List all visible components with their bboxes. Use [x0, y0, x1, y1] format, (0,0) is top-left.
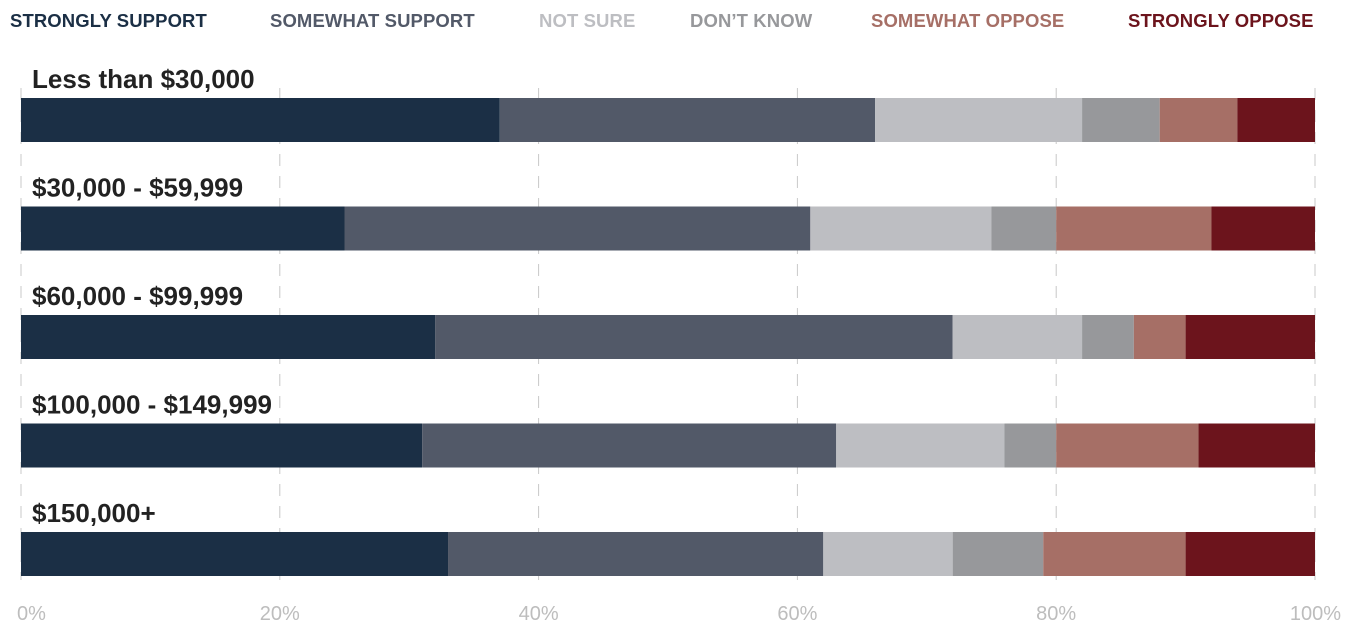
bar-segment-somewhat-support-4 — [448, 532, 824, 576]
x-tick-label: 0% — [17, 603, 46, 621]
bar-segment-strongly-support-4 — [21, 532, 449, 576]
x-tick-label: 20% — [260, 603, 300, 621]
legend-strongly-oppose: STRONGLY OPPOSE — [1128, 10, 1314, 31]
bar-segment-not-sure-2 — [952, 315, 1083, 359]
bar-segment-strongly-oppose-4 — [1185, 532, 1315, 576]
bar-segment-strongly-oppose-0 — [1237, 98, 1315, 142]
bar-segment-somewhat-oppose-1 — [1056, 206, 1212, 251]
bar-segment-strongly-oppose-3 — [1198, 423, 1315, 468]
bar-segment-strongly-support-0 — [21, 98, 500, 142]
bar-segment-somewhat-oppose-2 — [1133, 315, 1186, 359]
chart-legend: STRONGLY SUPPORT SOMEWHAT SUPPORT NOT SU… — [0, 0, 1350, 42]
bar-segment-not-sure-0 — [875, 98, 1083, 142]
x-tick-label: 60% — [777, 603, 817, 621]
bar-segment-strongly-support-2 — [21, 315, 436, 359]
bar-segment-not-sure-4 — [823, 532, 953, 576]
bar-segment-somewhat-support-1 — [344, 206, 811, 251]
legend-strongly-support: STRONGLY SUPPORT — [10, 10, 207, 31]
bar-segment-somewhat-oppose-3 — [1056, 423, 1199, 468]
bar-segment-don-t-know-3 — [1004, 423, 1057, 468]
legend-dont-know: DON’T KNOW — [690, 10, 813, 31]
bar-segment-strongly-support-3 — [21, 423, 423, 468]
bar-segment-somewhat-oppose-0 — [1159, 98, 1238, 142]
category-label: $150,000+ — [32, 498, 156, 528]
category-label: Less than $30,000 — [32, 64, 255, 94]
x-tick-label: 40% — [519, 603, 559, 621]
category-label: $30,000 - $59,999 — [32, 173, 243, 203]
legend-somewhat-oppose: SOMEWHAT OPPOSE — [871, 10, 1065, 31]
legend-not-sure: NOT SURE — [539, 10, 636, 31]
bar-segment-strongly-oppose-1 — [1211, 206, 1315, 251]
bar-segments — [21, 98, 1315, 576]
bar-segment-somewhat-support-2 — [435, 315, 953, 359]
bar-segment-don-t-know-2 — [1082, 315, 1134, 359]
bar-segment-somewhat-support-0 — [499, 98, 876, 142]
bar-segment-strongly-oppose-2 — [1185, 315, 1315, 359]
x-tick-label: 80% — [1036, 603, 1076, 621]
category-label: $60,000 - $99,999 — [32, 281, 243, 311]
category-label: $100,000 - $149,999 — [32, 390, 272, 420]
x-axis-ticks: 0% 20% 40% 60% 80% 100% — [17, 603, 1341, 621]
bar-segment-don-t-know-1 — [991, 206, 1057, 251]
bar-segment-somewhat-oppose-4 — [1043, 532, 1186, 576]
bar-segment-not-sure-3 — [836, 423, 1005, 468]
bar-segment-don-t-know-0 — [1082, 98, 1160, 142]
category-labels: Less than $30,000 $30,000 - $59,999 $60,00… — [32, 64, 272, 528]
bar-segment-strongly-support-1 — [21, 206, 345, 251]
bar-segment-don-t-know-4 — [952, 532, 1044, 576]
x-tick-label: 100% — [1290, 603, 1341, 621]
bar-segment-somewhat-support-3 — [422, 423, 837, 468]
legend-somewhat-support: SOMEWHAT SUPPORT — [270, 10, 475, 31]
bar-segment-not-sure-1 — [810, 206, 992, 251]
